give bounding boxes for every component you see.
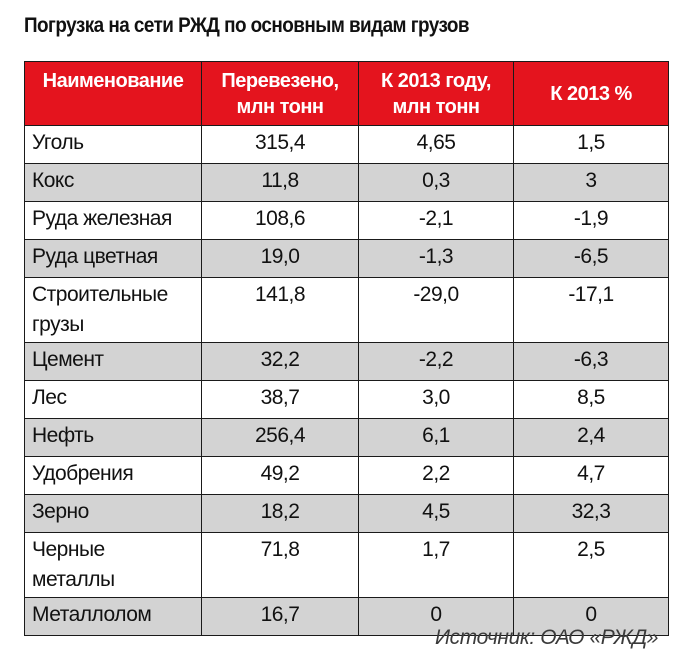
table-row: Цемент 32,2 -2,2 -6,3 <box>24 342 669 381</box>
cargo-name-line: Лес <box>32 386 67 409</box>
header-cell-change-pct: К 2013 % <box>513 61 669 126</box>
cell-change-abs: 6,1 <box>358 418 514 457</box>
cell-cargo-name: Лес <box>24 380 202 419</box>
cell-change-pct: 8,5 <box>513 380 669 419</box>
cell-change-abs: 4,65 <box>358 125 514 164</box>
cell-transported: 141,8 <box>201 277 359 343</box>
cell-change-pct: -6,5 <box>513 239 669 278</box>
cell-change-abs: -2,1 <box>358 201 514 240</box>
cell-transported: 32,2 <box>201 342 359 381</box>
cell-cargo-name: Цемент <box>24 342 202 381</box>
source-note: Источник: ОАО «РЖД» <box>435 626 658 649</box>
cell-change-pct: -1,9 <box>513 201 669 240</box>
cell-transported: 19,0 <box>201 239 359 278</box>
cell-change-abs: 0,3 <box>358 163 514 202</box>
cell-transported: 38,7 <box>201 380 359 419</box>
header-row: Наименование Перевезено, млн тонн К 2013… <box>24 61 669 126</box>
header-cell-name: Наименование <box>24 61 202 126</box>
cell-change-pct: -17,1 <box>513 277 669 343</box>
cargo-name-line: Руда цветная <box>32 245 158 268</box>
table-row: Удобрения 49,2 2,2 4,7 <box>24 456 669 495</box>
cell-transported: 49,2 <box>201 456 359 495</box>
cell-cargo-name: Металлолом <box>24 597 202 636</box>
header-line: Наименование <box>42 70 184 92</box>
header-line: К 2013 % <box>550 82 632 105</box>
cell-transported: 71,8 <box>201 532 359 598</box>
cargo-name-line: Кокс <box>32 169 74 192</box>
cargo-name-line: металлы <box>32 568 115 591</box>
cell-transported: 18,2 <box>201 494 359 533</box>
cell-cargo-name: Зерно <box>24 494 202 533</box>
cell-change-pct: 0 <box>513 597 669 636</box>
cell-change-abs: 1,7 <box>358 532 514 598</box>
cargo-table: Наименование Перевезено, млн тонн К 2013… <box>24 61 669 636</box>
cell-change-pct: 3 <box>513 163 669 202</box>
cell-cargo-name: Руда цветная <box>24 239 202 278</box>
header-line: млн тонн <box>392 95 480 118</box>
table-row: Лес 38,7 3,0 8,5 <box>24 380 669 419</box>
cargo-name-line: Строительные <box>32 283 168 306</box>
cell-cargo-name: Строительные грузы <box>24 277 202 343</box>
cargo-name-line: Нефть <box>32 424 94 447</box>
cargo-name-line: Уголь <box>32 131 84 154</box>
table-row: Уголь 315,4 4,65 1,5 <box>24 125 669 164</box>
cell-change-abs: 3,0 <box>358 380 514 419</box>
cargo-name-line: Цемент <box>32 348 104 371</box>
header-line: К 2013 году, <box>381 69 491 92</box>
table-row: Руда цветная 19,0 -1,3 -6,5 <box>24 239 669 278</box>
cell-cargo-name: Черные металлы <box>24 532 202 598</box>
cell-cargo-name: Кокс <box>24 163 202 202</box>
cell-change-pct: 2,4 <box>513 418 669 457</box>
header-cell-change-abs: К 2013 году, млн тонн <box>358 61 514 126</box>
cell-transported: 16,7 <box>201 597 359 636</box>
header-line: Перевезено, <box>221 69 339 92</box>
cell-change-abs: -2,2 <box>358 342 514 381</box>
table-body: Уголь 315,4 4,65 1,5 Кокс 11,8 0,3 3 Руда железн… <box>24 125 669 636</box>
cell-cargo-name: Нефть <box>24 418 202 457</box>
table-row: Металлолом 16,7 0 0 <box>24 597 669 636</box>
cell-change-abs: -1,3 <box>358 239 514 278</box>
cargo-name-line: Металлолом <box>32 603 152 626</box>
cell-change-pct: 32,3 <box>513 494 669 533</box>
cargo-name-line: Черные <box>32 538 105 561</box>
cell-cargo-name: Удобрения <box>24 456 202 495</box>
cell-cargo-name: Руда железная <box>24 201 202 240</box>
table-row: Зерно 18,2 4,5 32,3 <box>24 494 669 533</box>
table-row: Черные металлы 71,8 1,7 2,5 <box>24 532 669 598</box>
cargo-name-line: грузы <box>32 313 84 336</box>
cell-change-abs: -29,0 <box>358 277 514 343</box>
table-row: Строительные грузы 141,8 -29,0 -17,1 <box>24 277 669 343</box>
table-row: Руда железная 108,6 -2,1 -1,9 <box>24 201 669 240</box>
cell-cargo-name: Уголь <box>24 125 202 164</box>
cell-change-abs: 0 <box>358 597 514 636</box>
cargo-name-line: Зерно <box>32 500 89 523</box>
table-row: Нефть 256,4 6,1 2,4 <box>24 418 669 457</box>
cell-transported: 108,6 <box>201 201 359 240</box>
cell-change-abs: 2,2 <box>358 456 514 495</box>
cell-change-pct: 1,5 <box>513 125 669 164</box>
page-title: Погрузка на сети РЖД по основным видам г… <box>24 14 470 37</box>
cell-transported: 11,8 <box>201 163 359 202</box>
cargo-name-line: Руда железная <box>32 207 172 230</box>
table-row: Кокс 11,8 0,3 3 <box>24 163 669 202</box>
cell-change-pct: -6,3 <box>513 342 669 381</box>
cargo-name-line: Удобрения <box>32 462 134 485</box>
cell-transported: 315,4 <box>201 125 359 164</box>
cell-change-pct: 2,5 <box>513 532 669 598</box>
header-line: млн тонн <box>236 95 324 118</box>
cell-transported: 256,4 <box>201 418 359 457</box>
header-cell-transported: Перевезено, млн тонн <box>201 61 359 126</box>
cell-change-abs: 4,5 <box>358 494 514 533</box>
table-header: Наименование Перевезено, млн тонн К 2013… <box>24 61 669 126</box>
cell-change-pct: 4,7 <box>513 456 669 495</box>
